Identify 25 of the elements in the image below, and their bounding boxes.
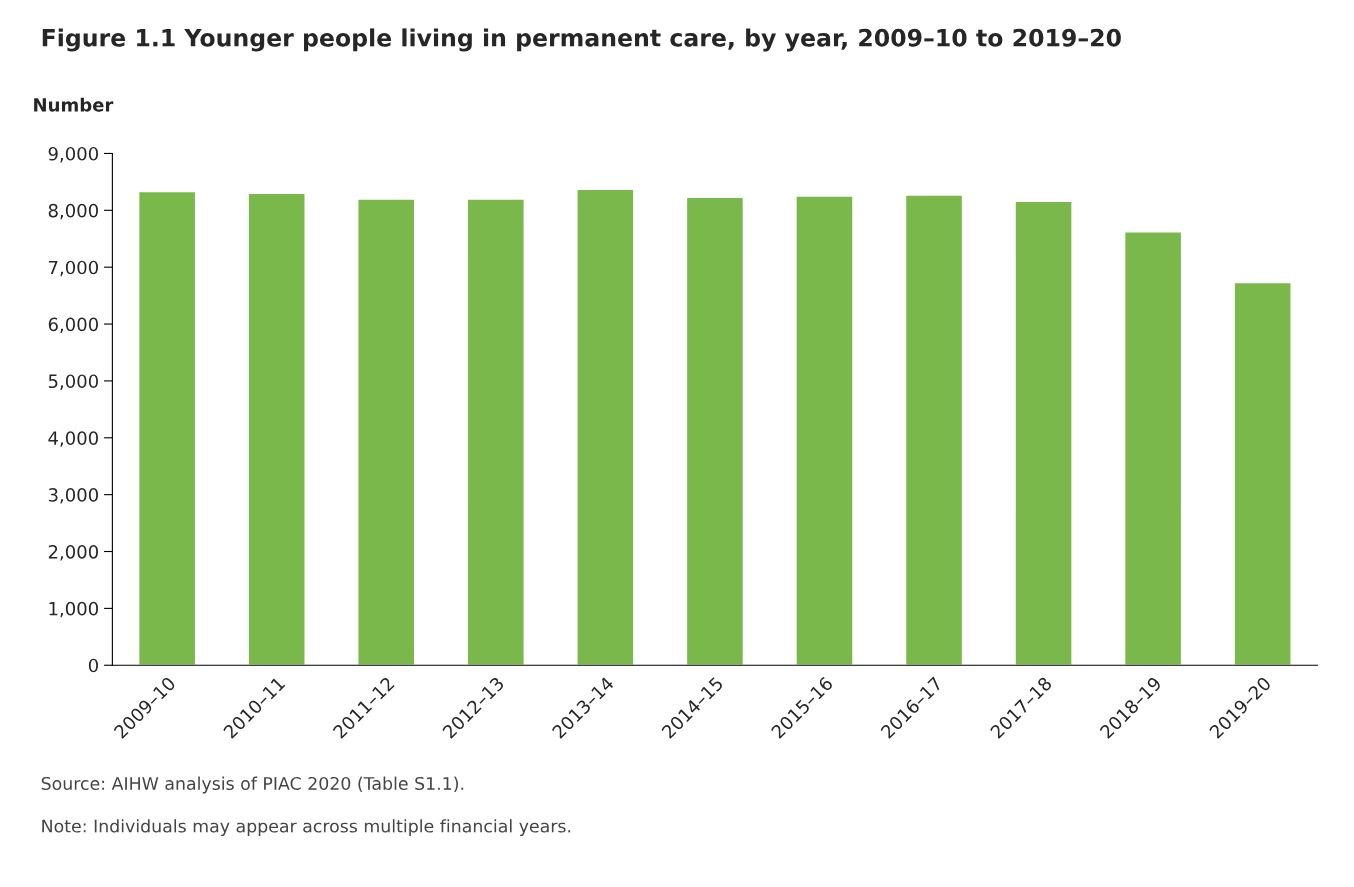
y-tick-label: 7,000 [48,260,98,277]
bar [357,198,416,666]
y-tick-label: 9,000 [48,146,98,163]
y-tick-label: 0 [88,658,98,673]
y-tick-label: 8,000 [48,203,98,220]
bar [1014,200,1073,666]
chart-title: Figure 1.1 Younger people living in permanent care, by year, 2009–10 to 2019–20 [42,28,1121,52]
bar [1123,231,1183,666]
y-tick-label: 1,000 [49,601,98,618]
bar [904,194,964,666]
bar [576,188,635,666]
y-tick-label: 4,000 [48,431,98,447]
y-tick-label: 3,000 [48,488,98,504]
y-tick-label: 5,000 [48,374,98,390]
y-tick-label: 2,000 [48,544,98,561]
bar [247,192,306,666]
y-tick-label: 6,000 [48,317,98,334]
bar [137,190,197,666]
bar [685,196,745,666]
text: Note: Individuals may appear across multiple financial years. [42,819,571,836]
y-axis-title: Number [34,97,114,112]
source-note: Source: AIHW analysis of PIAC 2020 (Table S1.1). [41,776,464,794]
bar [795,195,854,666]
bar [1233,281,1292,666]
bar [466,198,525,666]
